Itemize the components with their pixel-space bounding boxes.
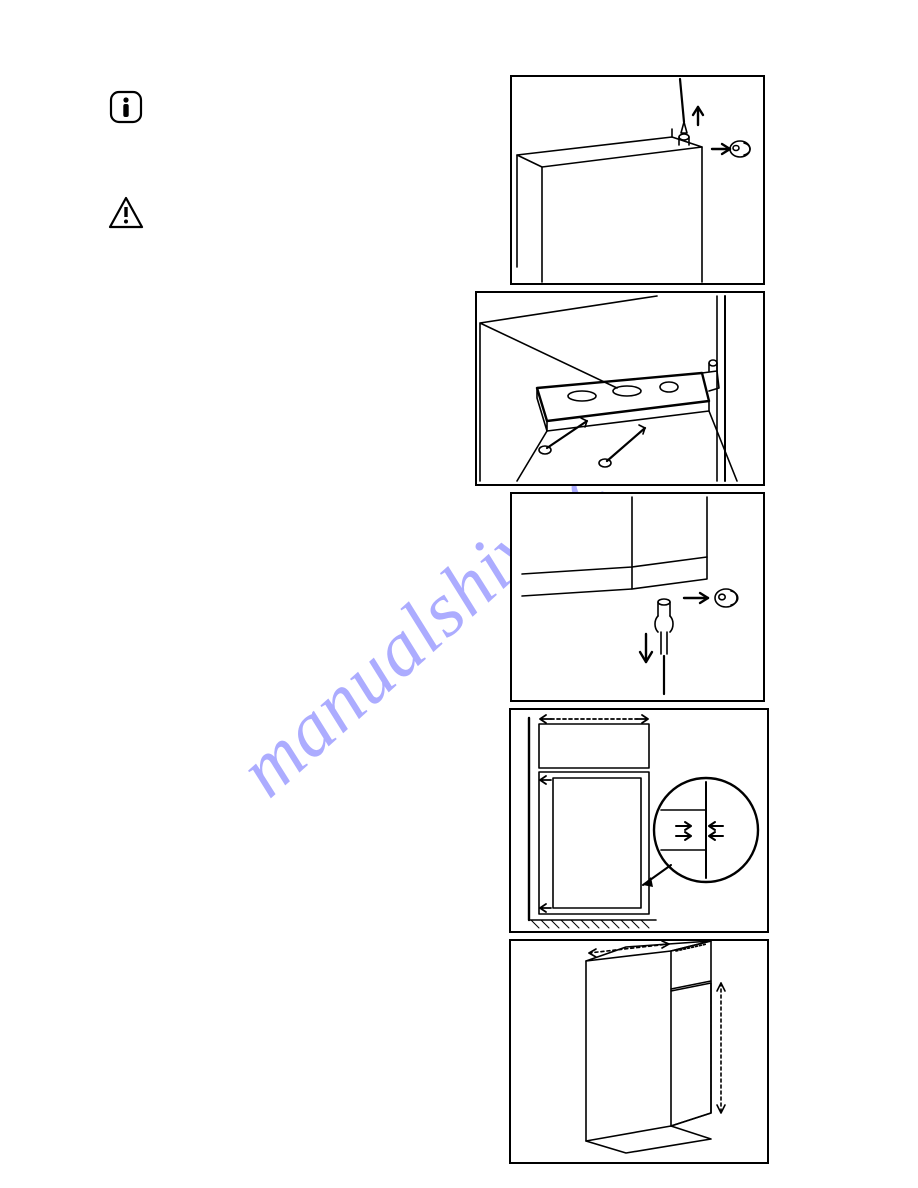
fig-door-alignment [509,708,769,933]
warning-icon [108,195,144,231]
info-icon [108,89,144,125]
fig-top-pin-remove [510,75,765,285]
fig-bottom-pin-insert [510,492,765,702]
fig-cabinet-installed [509,939,769,1164]
fig-hinge-bracket [475,291,765,486]
figures-column [465,75,815,1170]
page: manualshive.com [0,0,918,1188]
